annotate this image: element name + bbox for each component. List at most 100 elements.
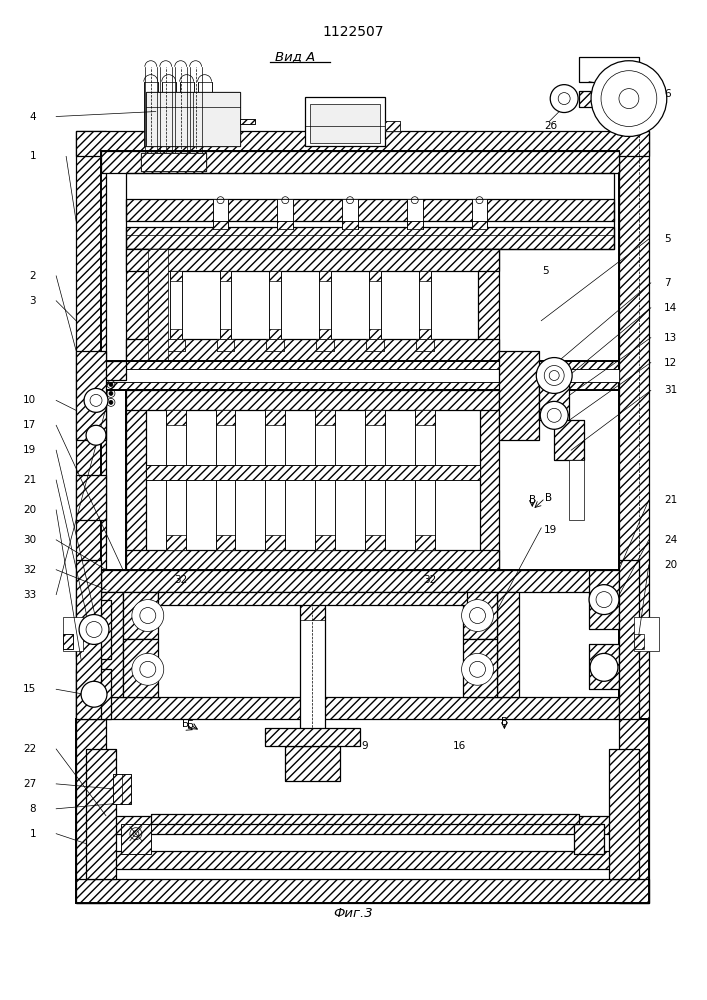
Bar (76, 351, 106, 440)
Bar (126, 390, 146, 570)
Bar (220, 271, 231, 281)
Bar (277, 199, 293, 229)
Bar (146, 92, 240, 146)
Circle shape (81, 681, 107, 707)
Text: 30: 30 (23, 535, 36, 545)
Bar (101, 592, 123, 697)
Text: 24: 24 (664, 535, 677, 545)
Bar (407, 221, 423, 229)
Bar (101, 151, 619, 173)
Bar (462, 639, 498, 697)
Text: 32: 32 (23, 565, 36, 575)
Bar (369, 329, 381, 339)
Bar (101, 361, 126, 380)
Bar (101, 151, 619, 719)
Bar (146, 465, 479, 480)
Bar (479, 390, 499, 570)
Bar (126, 390, 499, 410)
Bar (76, 879, 649, 903)
Bar (579, 91, 629, 107)
Bar (106, 816, 614, 834)
Bar (265, 535, 285, 550)
Text: 1: 1 (30, 151, 36, 161)
Circle shape (79, 615, 109, 644)
Bar (477, 249, 499, 361)
Bar (113, 774, 131, 804)
Bar (101, 369, 619, 382)
Text: 20: 20 (664, 560, 677, 570)
Text: 7: 7 (664, 278, 670, 288)
Bar (76, 719, 649, 903)
Bar (300, 595, 325, 764)
Bar (419, 329, 431, 339)
Bar (101, 592, 123, 697)
Bar (269, 271, 281, 281)
Bar (151, 814, 579, 824)
Bar (589, 570, 619, 629)
Bar (589, 570, 619, 629)
Text: 14: 14 (664, 303, 677, 313)
Bar (165, 410, 186, 550)
Bar (126, 249, 148, 361)
Bar (76, 131, 649, 156)
Bar (385, 121, 400, 131)
Bar (539, 371, 569, 420)
Bar (277, 221, 293, 229)
Circle shape (550, 85, 578, 113)
Text: 8: 8 (30, 804, 36, 814)
Bar (76, 669, 111, 719)
Bar (315, 535, 335, 550)
Text: 21: 21 (664, 495, 677, 505)
Bar (198, 82, 211, 146)
Bar (499, 351, 539, 440)
Bar (76, 131, 106, 903)
Bar (158, 592, 467, 605)
Bar (121, 824, 151, 854)
Text: 32: 32 (423, 575, 436, 585)
Bar (158, 592, 467, 605)
Bar (316, 339, 334, 351)
Text: 13: 13 (664, 333, 677, 343)
Bar (86, 749, 116, 879)
Bar (305, 97, 385, 146)
Bar (86, 749, 116, 879)
Bar (76, 600, 111, 659)
Bar (216, 410, 235, 425)
Bar (319, 271, 331, 339)
Bar (579, 57, 639, 82)
Bar (126, 199, 614, 221)
Text: 17: 17 (23, 420, 36, 430)
Bar (141, 153, 206, 171)
Bar (479, 390, 499, 570)
Bar (569, 460, 584, 520)
Bar (123, 592, 158, 639)
Text: 2: 2 (30, 271, 36, 281)
Bar (216, 339, 235, 351)
Bar (144, 82, 158, 146)
Bar (579, 91, 629, 107)
Bar (462, 592, 498, 639)
Bar (385, 121, 400, 131)
Bar (126, 550, 499, 570)
Bar (315, 410, 335, 550)
Bar (101, 361, 126, 380)
Bar (170, 271, 182, 339)
Bar (416, 339, 433, 351)
Bar (609, 749, 639, 879)
Bar (269, 329, 281, 339)
Bar (126, 390, 146, 570)
Text: 15: 15 (23, 684, 36, 694)
Bar (300, 744, 325, 764)
Bar (365, 410, 385, 425)
Bar (472, 199, 487, 229)
Circle shape (109, 382, 113, 386)
Circle shape (84, 388, 108, 412)
Bar (342, 199, 358, 229)
Bar (126, 199, 614, 221)
Text: 4: 4 (30, 112, 36, 122)
Bar (126, 390, 499, 410)
Bar (76, 879, 649, 903)
Circle shape (462, 600, 493, 631)
Bar (609, 749, 639, 879)
Text: 19: 19 (544, 525, 558, 535)
